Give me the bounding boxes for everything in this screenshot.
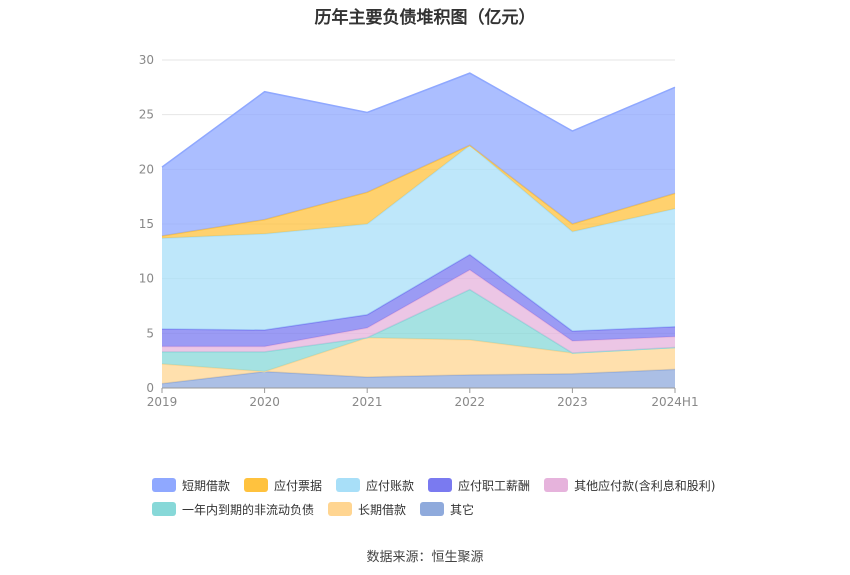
x-tick-label: 2020 [249,395,280,409]
area-series-7 [162,73,675,237]
y-tick-label: 10 [139,272,154,286]
legend-item[interactable]: 应付票据 [244,477,322,494]
y-tick-label: 20 [139,162,154,176]
legend-item[interactable]: 应付账款 [336,477,414,494]
legend-swatch [152,478,176,492]
legend-label: 其它 [450,502,475,517]
series-line-7 [161,72,676,168]
legend-label: 一年内到期的非流动负债 [182,502,315,517]
legend-swatch [152,502,176,516]
area-series-2 [162,289,675,372]
y-tick-label: 5 [146,326,154,340]
chart-title: 历年主要负债堆积图（亿元） [314,8,536,28]
stacked-area-chart: 0 5 10 15 20 25 30 2019 2020 2021 2022 2023 2024H1 [139,53,699,409]
area-series-6 [162,145,675,239]
legend-item[interactable]: 其他应付款(含利息和股利) [544,477,715,494]
legend-label: 其他应付款(含利息和股利) [574,478,716,493]
legend-swatch [244,478,269,492]
area-series-1 [162,337,675,384]
legend-swatch [328,502,353,516]
y-tick-label: 0 [146,381,154,395]
y-tick-label: 15 [139,217,154,231]
area-series-4 [162,254,675,347]
legend-swatch [336,478,361,492]
data-source: 数据来源：恒生聚源 [366,550,484,565]
legend-item[interactable]: 一年内到期的非流动负债 [152,501,314,518]
legend-item[interactable]: 应付职工薪酬 [428,477,530,494]
area-series-3 [162,269,675,354]
legend-row: 短期借款 应付票据 应付账款 应付职工薪酬 其他应付款(含利息和股利) [152,473,752,497]
legend: 短期借款 应付票据 应付账款 应付职工薪酬 其他应付款(含利息和股利) 一年内到期的非流… [152,473,752,521]
legend-label: 应付票据 [274,478,323,493]
axes: 0 5 10 15 20 25 30 2019 2020 2021 2022 2023 2024H1 [139,53,699,409]
area-series [161,72,676,388]
legend-item[interactable]: 长期借款 [328,501,406,518]
y-tick-label: 30 [139,53,154,67]
legend-item[interactable]: 其它 [420,501,474,518]
legend-label: 应付职工薪酬 [458,478,531,493]
area-series-0 [162,369,675,388]
legend-label: 应付账款 [366,478,415,493]
legend-swatch [428,478,453,492]
x-tick-label: 2023 [557,395,588,409]
y-tick-label: 25 [139,108,154,122]
area-series-5 [162,145,675,332]
legend-row: 一年内到期的非流动负债 长期借款 其它 [152,497,752,521]
x-tick-label: 2022 [455,395,486,409]
legend-item[interactable]: 短期借款 [152,477,230,494]
legend-swatch [544,478,569,492]
legend-label: 短期借款 [182,478,231,493]
x-tick-label: 2024H1 [651,395,698,409]
legend-label: 长期借款 [358,502,407,517]
x-tick-label: 2021 [352,395,383,409]
legend-swatch [420,502,445,516]
x-tick-label: 2019 [147,395,178,409]
